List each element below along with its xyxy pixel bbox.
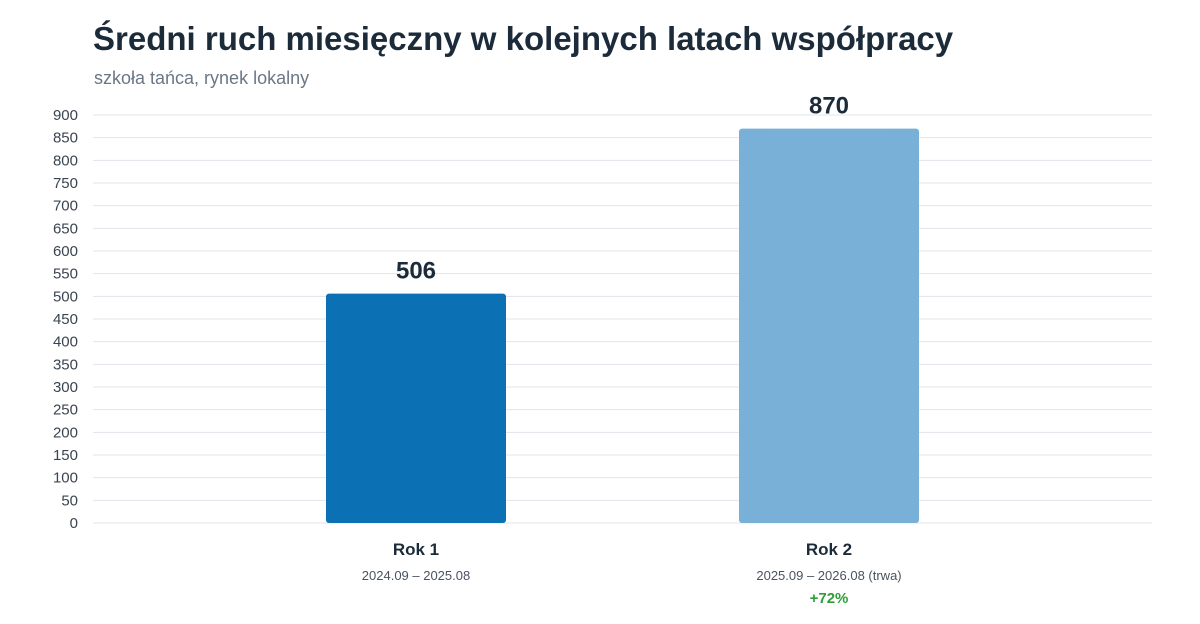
category-range-label: 2025.09 – 2026.08 (trwa) xyxy=(756,568,901,583)
growth-annotation: +72% xyxy=(810,590,849,607)
chart-subtitle: szkoła tańca, rynek lokalny xyxy=(94,68,310,88)
y-axis-ticks: 0 50 100 150 200 250 300 350 400 450 500 550 600 650 7… xyxy=(53,107,78,532)
y-tick-label: 700 xyxy=(53,198,78,215)
y-tick-label: 750 xyxy=(53,175,78,192)
y-tick-label: 450 xyxy=(53,311,78,328)
y-tick-label: 50 xyxy=(61,492,78,509)
y-tick-label: 900 xyxy=(53,107,78,124)
grid-lines xyxy=(93,114,1152,524)
y-tick-label: 400 xyxy=(53,334,78,351)
y-tick-label: 250 xyxy=(53,402,78,419)
y-tick-label: 350 xyxy=(53,356,78,373)
y-tick-label: 100 xyxy=(53,470,78,487)
y-tick-label: 500 xyxy=(53,288,78,305)
y-tick-label: 550 xyxy=(53,266,78,283)
category-label: Rok 2 xyxy=(806,540,852,559)
y-tick-label: 200 xyxy=(53,424,78,441)
category-label: Rok 1 xyxy=(393,540,439,559)
bar-labels: 506 Rok 1 2024.09 – 2025.08 870 Rok 2 2025.09… xyxy=(362,93,902,607)
bars xyxy=(326,128,919,523)
value-label: 506 xyxy=(396,258,436,285)
y-tick-label: 600 xyxy=(53,243,78,260)
value-label: 870 xyxy=(809,93,849,120)
y-tick-label: 800 xyxy=(53,152,78,169)
category-range-label: 2024.09 – 2025.08 xyxy=(362,568,470,583)
y-tick-label: 650 xyxy=(53,220,78,237)
y-tick-label: 0 xyxy=(70,515,78,532)
y-tick-label: 850 xyxy=(53,130,78,147)
y-tick-label: 300 xyxy=(53,379,78,396)
bar-1 xyxy=(326,293,506,523)
bar-2 xyxy=(739,128,919,523)
chart-title: Średni ruch miesięczny w kolejnych latac… xyxy=(93,20,954,57)
y-tick-label: 150 xyxy=(53,447,78,464)
